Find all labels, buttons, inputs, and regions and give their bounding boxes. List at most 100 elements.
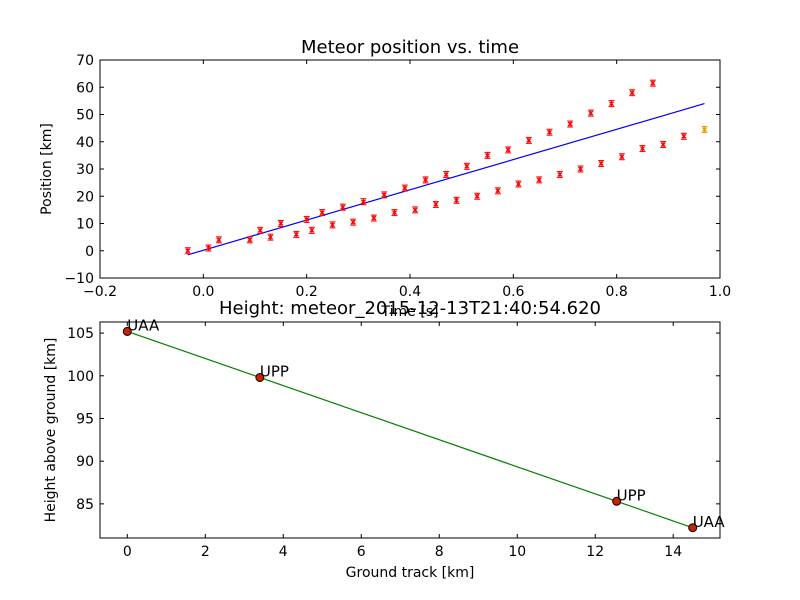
position-chart-x-tick-label: 0.8	[606, 284, 628, 300]
height-chart-frame	[99, 321, 721, 539]
position-chart-y-ticks: −10 0 10 20 30 40 50 60 70	[64, 53, 720, 287]
height-chart-x-tick-label: 4	[279, 544, 288, 560]
height-chart-x-tick-label: 14	[664, 544, 682, 560]
height-chart-y-label: Height above ground [km]	[43, 338, 59, 523]
position-point	[546, 128, 553, 136]
position-point	[474, 192, 481, 200]
x-marker	[640, 146, 645, 152]
x-marker	[361, 199, 366, 205]
position-chart-y-tick-label: 60	[76, 80, 94, 96]
x-marker	[702, 126, 707, 132]
position-point	[639, 145, 646, 153]
x-marker	[350, 219, 356, 225]
x-marker	[578, 166, 583, 172]
position-point	[277, 220, 284, 227]
x-marker	[206, 245, 211, 251]
x-marker	[185, 248, 191, 254]
height-chart-y-tick-label: 90	[76, 454, 94, 470]
position-point	[515, 180, 522, 188]
x-marker	[319, 210, 325, 216]
height-line	[127, 330, 693, 529]
position-chart-y-tick-label: 70	[76, 53, 94, 69]
position-point	[567, 120, 574, 128]
position-point	[587, 109, 594, 117]
height-chart-y-tick-label: 85	[76, 497, 94, 513]
x-marker	[485, 152, 490, 158]
x-marker	[474, 193, 480, 199]
position-point	[494, 187, 501, 195]
x-marker	[598, 161, 604, 167]
x-marker	[309, 227, 315, 233]
x-marker	[547, 129, 552, 135]
x-marker	[609, 101, 614, 107]
position-point	[577, 165, 584, 173]
position-point	[339, 203, 346, 211]
height-chart-y-tick-label: 105	[67, 326, 94, 342]
position-chart-y-label: Position [km]	[39, 123, 55, 215]
position-chart-x-tick-label: 0.4	[399, 284, 421, 300]
position-chart-x-ticks: −0.2 0.0 0.2 0.4 0.6 0.8 1.0	[83, 60, 731, 300]
position-chart: Meteor position vs. time −0.2 0.0 0.2 0.4 0.…	[39, 37, 731, 320]
x-marker	[371, 215, 377, 221]
position-point	[267, 233, 274, 241]
station-marker	[122, 326, 132, 336]
position-chart-x-tick-label: 0.6	[502, 284, 524, 300]
height-chart-x-tick-label: 10	[508, 544, 526, 560]
position-point	[257, 226, 264, 234]
position-point	[422, 176, 429, 184]
position-point	[649, 79, 656, 87]
position-chart-x-tick-label: 1.0	[709, 284, 731, 300]
x-marker	[516, 181, 521, 187]
position-point	[246, 236, 253, 244]
position-point	[680, 132, 687, 140]
position-point	[505, 146, 512, 154]
position-point	[608, 100, 615, 108]
position-point	[463, 162, 470, 170]
position-chart-y-tick-label: 30	[76, 162, 94, 178]
station-label: UPP	[617, 486, 646, 504]
position-chart-title: Meteor position vs. time	[301, 37, 519, 58]
position-point	[432, 200, 439, 208]
x-marker	[557, 171, 563, 177]
x-marker	[278, 221, 284, 226]
x-marker	[567, 121, 573, 127]
position-point	[598, 160, 605, 168]
x-marker	[304, 216, 310, 222]
x-marker	[464, 163, 470, 169]
height-chart-y-tick-label: 95	[76, 411, 94, 427]
x-marker	[412, 207, 418, 213]
height-chart-title: Height: meteor_2015-12-13T21:40:54.620	[219, 298, 601, 319]
position-point	[391, 209, 398, 217]
position-point	[329, 221, 336, 229]
x-marker	[629, 90, 635, 96]
station-label: UAA	[127, 316, 160, 334]
station-marker	[612, 496, 622, 506]
x-marker	[330, 222, 335, 228]
height-chart-x-ticks: 0 2 4 6 8 10 12 14	[123, 322, 682, 560]
position-point	[660, 140, 667, 148]
x-marker	[454, 197, 459, 203]
position-chart-y-tick-label: 10	[76, 217, 94, 233]
position-point	[484, 151, 491, 159]
height-chart-x-tick-label: 8	[435, 544, 444, 560]
height-chart-x-tick-label: 6	[357, 544, 366, 560]
position-chart-marks	[184, 79, 708, 256]
position-chart-x-tick-label: 0.0	[192, 284, 214, 300]
x-marker	[216, 237, 222, 243]
position-point	[629, 89, 636, 97]
x-marker	[443, 171, 449, 177]
x-marker	[402, 185, 408, 191]
height-chart-x-tick-label: 0	[123, 544, 132, 560]
position-point	[308, 226, 315, 234]
position-point	[536, 176, 543, 184]
x-marker	[423, 177, 428, 183]
position-point	[525, 136, 532, 144]
position-point	[618, 153, 625, 161]
x-marker	[505, 147, 511, 153]
x-marker	[588, 110, 594, 116]
position-chart-y-tick-label: 0	[85, 244, 94, 260]
station-label: UAA	[693, 513, 726, 531]
x-marker	[536, 177, 542, 183]
x-marker	[495, 188, 501, 194]
